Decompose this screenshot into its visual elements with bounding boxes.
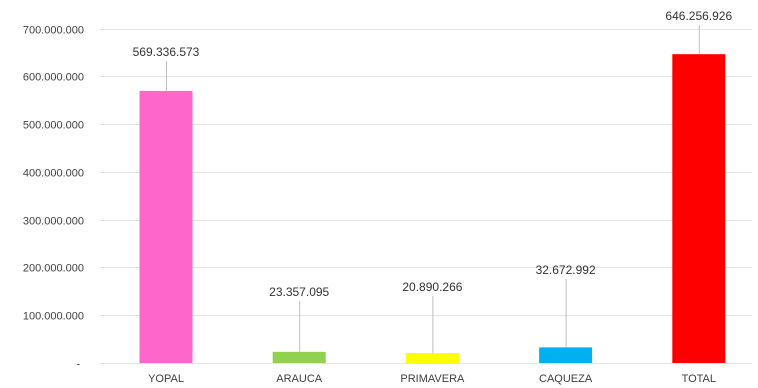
x-category-label: CAQUEZA: [539, 373, 593, 385]
x-category-label: TOTAL: [682, 373, 716, 385]
x-category-label: YOPAL: [148, 373, 184, 385]
x-category-label: PRIMAVERA: [400, 373, 465, 385]
gridlines: [100, 29, 752, 364]
bar-total: [672, 54, 726, 363]
data-label: 23.357.095: [269, 285, 329, 299]
bar-primavera: [405, 353, 459, 363]
y-tick-label: 300.000.000: [23, 216, 84, 228]
x-category-label: ARAUCA: [276, 373, 323, 385]
y-tick-label: -: [76, 359, 80, 371]
data-label-leaders: [166, 25, 700, 354]
y-tick-label: 400.000.000: [23, 168, 84, 180]
data-labels: 569.336.573 23.357.095 20.890.266 32.672.99…: [133, 9, 733, 299]
x-axis-category-labels: YOPAL ARAUCA PRIMAVERA CAQUEZA TOTAL: [148, 373, 716, 385]
y-tick-label: 600.000.000: [23, 72, 84, 84]
y-axis-tick-labels: - 100.000.000 200.000.000 300.000.000 400.00…: [23, 25, 84, 371]
data-label: 20.890.266: [402, 280, 462, 294]
bar-caqueza: [539, 347, 593, 363]
y-tick-label: 100.000.000: [23, 311, 84, 323]
bars: [139, 54, 726, 364]
data-label: 569.336.573: [133, 45, 200, 59]
bar-yopal: [139, 90, 193, 364]
bar-arauca: [272, 351, 326, 363]
y-tick-label: 200.000.000: [23, 263, 84, 275]
y-tick-label: 500.000.000: [23, 120, 84, 132]
data-label: 646.256.926: [665, 9, 732, 23]
data-label: 32.672.992: [536, 263, 596, 277]
y-tick-label: 700.000.000: [23, 25, 84, 37]
